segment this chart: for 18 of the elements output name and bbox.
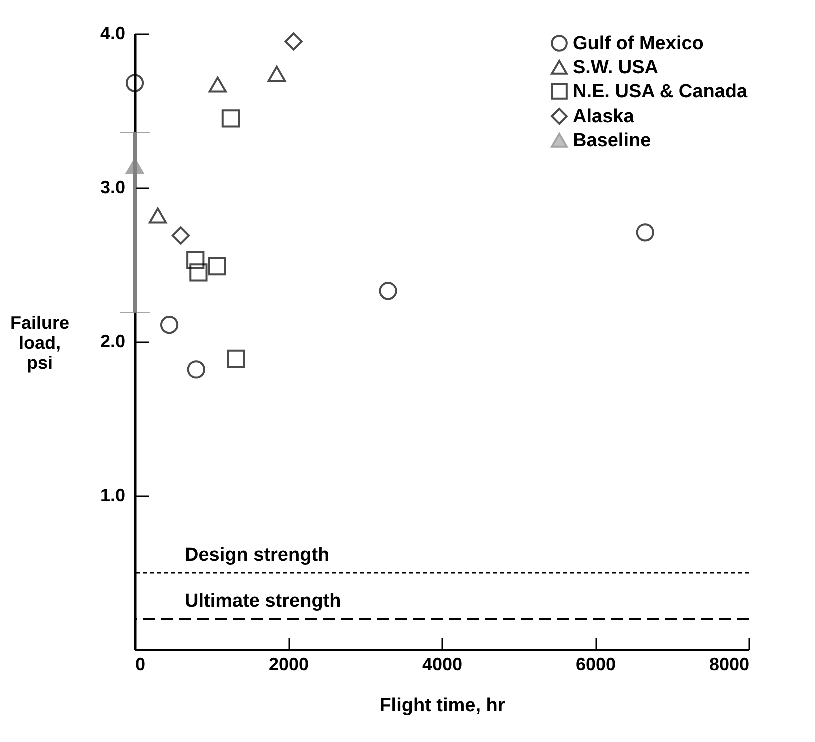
y-tick-label: 2.0 bbox=[100, 332, 126, 352]
legend-label: Alaska bbox=[573, 106, 635, 128]
legend-label: Baseline bbox=[573, 130, 652, 152]
x-tick-label: 0 bbox=[136, 654, 146, 674]
x-tick-label: 6000 bbox=[576, 654, 616, 674]
ref-line-label: Design strength bbox=[185, 545, 330, 566]
y-tick-label: 1.0 bbox=[100, 486, 126, 506]
ref-line-label: Ultimate strength bbox=[185, 591, 342, 612]
legend-label: S.W. USA bbox=[573, 58, 659, 78]
x-tick-label: 2000 bbox=[268, 654, 310, 674]
y-tick-label: 4.0 bbox=[100, 24, 126, 44]
x-tick-label: 8000 bbox=[709, 654, 750, 674]
y-axis-title: Failure load, psi bbox=[10, 313, 70, 373]
y-tick-label: 3.0 bbox=[100, 178, 126, 198]
x-axis-title: Flight time, hr bbox=[380, 696, 506, 716]
legend-label: Gulf of Mexico bbox=[573, 34, 704, 54]
x-tick-label: 4000 bbox=[422, 654, 463, 674]
legend-label: N.E. USA & Canada bbox=[573, 82, 748, 102]
